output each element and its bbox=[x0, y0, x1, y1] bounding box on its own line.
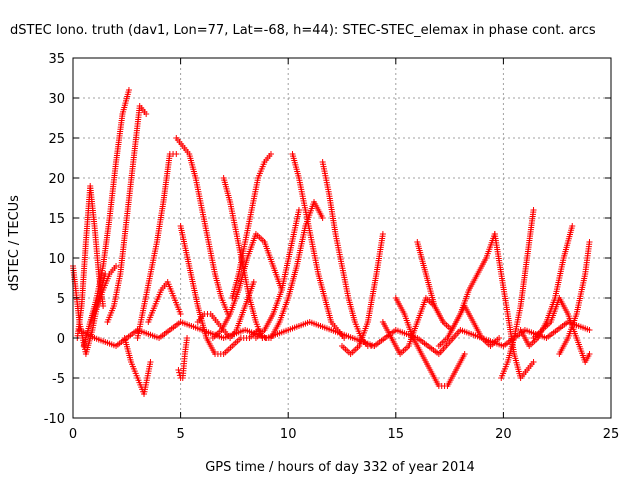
data-point bbox=[530, 359, 537, 365]
data-point bbox=[496, 335, 503, 341]
series-26 bbox=[517, 223, 576, 349]
series-3 bbox=[80, 263, 120, 349]
data-point bbox=[177, 311, 184, 317]
data-points bbox=[70, 87, 593, 397]
data-point bbox=[379, 231, 386, 237]
chart-title: dSTEC Iono. truth (dav1, Lon=77, Lat=-68… bbox=[10, 23, 596, 38]
x-tick-label: 5 bbox=[176, 427, 184, 442]
plot-frame bbox=[72, 57, 612, 419]
data-point bbox=[569, 223, 576, 229]
y-tick-label: 20 bbox=[48, 172, 65, 187]
data-point bbox=[586, 351, 593, 357]
data-point bbox=[175, 367, 182, 373]
data-point bbox=[100, 303, 107, 309]
series-17 bbox=[267, 199, 326, 341]
x-tick-label: 10 bbox=[280, 427, 297, 442]
y-tick-label: 30 bbox=[48, 92, 65, 107]
series-5 bbox=[121, 335, 154, 397]
data-point bbox=[147, 359, 154, 365]
series-4 bbox=[104, 103, 150, 325]
series-29 bbox=[76, 319, 593, 357]
data-point bbox=[586, 239, 593, 245]
data-point bbox=[586, 327, 593, 333]
y-tick-label: -5 bbox=[52, 372, 65, 387]
y-axis-label: dSTEC / TECUs bbox=[7, 195, 22, 291]
y-tick-label: 5 bbox=[57, 292, 65, 307]
interp-point bbox=[176, 369, 183, 376]
y-tick-label: 25 bbox=[48, 132, 65, 147]
data-point bbox=[530, 207, 537, 213]
x-tick-label: 25 bbox=[603, 427, 620, 442]
y-tick-label: 35 bbox=[48, 52, 65, 67]
x-tick-label: 0 bbox=[69, 427, 77, 442]
y-tick-label: 0 bbox=[57, 332, 65, 347]
series-7 bbox=[145, 279, 184, 325]
series-25 bbox=[498, 207, 537, 381]
series-19 bbox=[339, 231, 386, 357]
y-tick-label: 10 bbox=[48, 252, 65, 267]
data-point bbox=[295, 207, 302, 213]
data-point bbox=[113, 263, 120, 269]
series-16 bbox=[289, 151, 348, 341]
series-13 bbox=[229, 151, 274, 301]
grid bbox=[73, 58, 611, 418]
axis-ticks: 0 5 10 15 20 25 -10 -5 0 5 10 15 20 25 30 35 bbox=[44, 52, 620, 442]
series-21 bbox=[392, 295, 468, 389]
series-6 bbox=[134, 151, 180, 341]
series-9 bbox=[173, 135, 231, 317]
y-tick-label: 15 bbox=[48, 212, 65, 227]
data-point bbox=[143, 111, 150, 117]
y-tick-label: -10 bbox=[44, 412, 65, 427]
data-point bbox=[125, 87, 132, 93]
data-point bbox=[250, 279, 257, 285]
x-axis-label: GPS time / hours of day 332 of year 2014 bbox=[205, 460, 475, 475]
series-1 bbox=[74, 183, 107, 341]
x-tick-label: 15 bbox=[388, 427, 405, 442]
data-point bbox=[173, 151, 180, 157]
x-tick-label: 20 bbox=[495, 427, 512, 442]
series-8 bbox=[175, 335, 191, 381]
data-point bbox=[319, 215, 326, 221]
data-point bbox=[184, 335, 191, 341]
data-point bbox=[461, 351, 468, 357]
data-point bbox=[267, 151, 274, 157]
